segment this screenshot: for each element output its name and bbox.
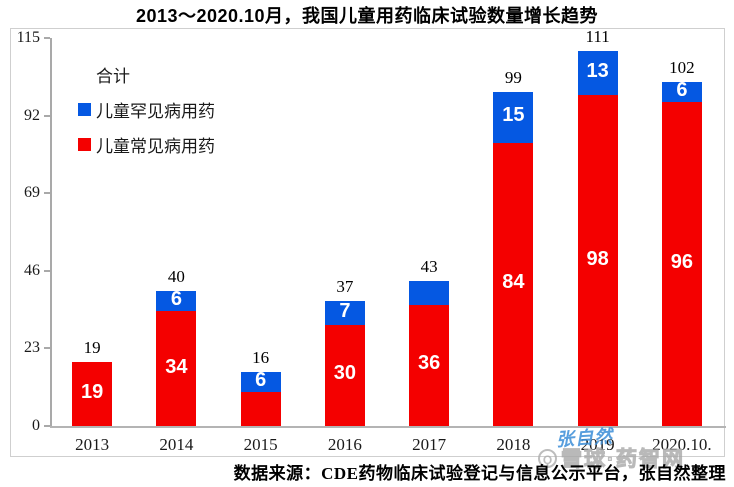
x-axis-label: 2013 <box>75 435 110 454</box>
bar-2014-common <box>156 311 197 426</box>
bar-value-label-common: 98 <box>586 247 609 270</box>
bar-total-label: 43 <box>420 256 438 276</box>
bar-value-label-rare: 6 <box>170 288 182 311</box>
snowball-logo-icon: Ϙ <box>538 448 557 468</box>
legend-swatch-common <box>78 137 91 151</box>
y-tick-mark <box>44 269 50 272</box>
bar-value-label-common: 19 <box>81 380 104 403</box>
bar-total-label: 102 <box>669 57 695 77</box>
bar-2020.10.-rare <box>661 81 702 103</box>
bar-value-label-rare: 6 <box>255 369 267 392</box>
y-tick-mark <box>44 37 50 39</box>
legend-swatch-rare <box>78 102 91 116</box>
bar-value-label-common: 34 <box>165 355 188 378</box>
x-axis-label: 2014 <box>159 435 194 454</box>
x-axis-label: 2015 <box>243 435 278 454</box>
bar-total-label: 37 <box>336 277 354 297</box>
bar-2017-rare <box>409 280 450 305</box>
bar-2015-common <box>240 392 281 426</box>
bar-total-label: 19 <box>83 337 101 357</box>
source-note: 数据来源：CDE药物临床试验登记与信息公示平台，张自然整理 <box>233 464 726 483</box>
bar-total-label: 40 <box>167 267 185 287</box>
y-tick-label: 46 <box>24 261 40 279</box>
bar-2018-rare <box>493 91 534 143</box>
x-axis-line <box>50 426 726 428</box>
legend-label-common: 儿童常见病用药 <box>96 136 215 156</box>
bar-value-label-rare: 15 <box>502 104 525 127</box>
legend-label-rare: 儿童罕见病用药 <box>96 101 215 121</box>
bar-2014-rare <box>156 291 197 312</box>
bar-2013-common <box>72 361 113 426</box>
bar-2016-rare <box>324 301 365 325</box>
legend-row-total: 合计 <box>78 62 215 86</box>
bar-total-label: 16 <box>252 348 270 368</box>
watermark-site-text: 雪球·药智网 <box>561 448 685 472</box>
bar-2019-common <box>577 95 618 426</box>
x-axis-label: 2018 <box>496 435 531 454</box>
y-tick-label: 92 <box>24 106 40 124</box>
x-axis-label: 2020.10. <box>652 435 712 454</box>
y-tick-label: 69 <box>24 184 40 202</box>
legend-total-label: 合计 <box>96 66 130 86</box>
x-axis-label: 2016 <box>327 435 362 454</box>
bar-value-label-common: 84 <box>502 271 525 294</box>
legend: 合计 儿童罕见病用药 儿童常见病用药 <box>78 62 215 167</box>
bar-value-label-common: 36 <box>418 352 441 375</box>
bar-value-label-rare: 7 <box>339 299 351 322</box>
bar-total-label: 99 <box>504 67 522 87</box>
y-tick-label: 23 <box>24 339 40 357</box>
bar-value-label-common: 96 <box>670 251 693 274</box>
legend-row-common: 儿童常见病用药 <box>78 132 215 156</box>
bar-value-label-rare: 6 <box>676 78 688 101</box>
y-tick-mark <box>44 114 50 117</box>
y-axis-line <box>50 38 52 426</box>
y-tick-label: 115 <box>16 29 40 46</box>
bar-2020.10.-common <box>661 102 702 426</box>
bar-2017-common <box>409 304 450 426</box>
bar-2016-common <box>324 324 365 426</box>
x-axis-label: 2019 <box>580 435 615 454</box>
y-tick-mark <box>44 192 50 195</box>
y-tick-label: 0 <box>32 417 40 434</box>
watermark-site: Ϙ 雪球·药智网 <box>538 443 685 473</box>
legend-row-rare: 儿童罕见病用药 <box>78 97 215 121</box>
x-axis-label: 2017 <box>412 435 447 454</box>
bar-value-label-common: 30 <box>333 362 356 385</box>
bar-2019-rare <box>577 51 618 96</box>
bar-total-label: 111 <box>585 27 610 47</box>
bar-2015-rare <box>240 372 281 393</box>
chart-title: 2013～2020.10月，我国儿童用药临床试验数量增长趋势 <box>135 6 599 26</box>
y-tick-mark <box>44 425 50 427</box>
bar-value-label-rare: 13 <box>586 60 609 83</box>
bar-2018-common <box>493 142 534 426</box>
y-tick-mark <box>44 347 50 350</box>
